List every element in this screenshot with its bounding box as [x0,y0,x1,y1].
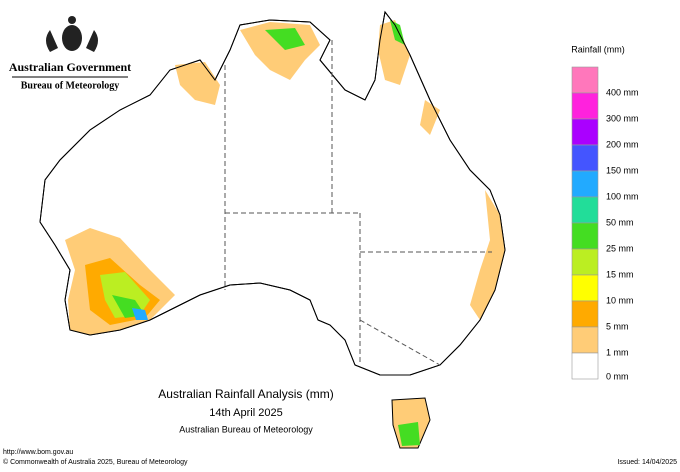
legend: 400 mm 300 mm 200 mm 150 mm 100 mm 50 mm 25 mm… [571,66,639,381]
australia-map [39,10,506,449]
copyright: © Commonwealth of Australia 2025, Bureau… [3,458,188,466]
legend-swatch [571,170,599,198]
legend-swatch [571,326,599,354]
legend-label: 1 mm [606,347,629,357]
crest [46,16,98,52]
legend-swatch [571,274,599,302]
legend-label: 15 mm [606,269,634,279]
legend-swatch [571,196,599,224]
legend-label: 200 mm [606,139,639,149]
legend-swatch [571,300,599,328]
legend-swatch [571,66,599,94]
legend-label: 400 mm [606,87,639,97]
legend-swatch [571,248,599,276]
issued: Issued: 14/04/2025 [617,459,677,466]
subtitle: Australian Bureau of Meteorology [179,424,313,434]
legend-label: 100 mm [606,191,639,201]
legend-swatch [571,118,599,146]
government: Australian Government [9,60,131,74]
legend-label: 0 mm [606,371,629,381]
url: http://www.bom.gov.au [3,449,73,456]
date: 14th April 2025 [209,407,282,419]
legend-swatch [571,92,599,120]
legend-label: 300 mm [606,113,639,123]
legend-label: 5 mm [606,321,629,331]
title: Australian Rainfall Analysis (mm) [158,387,333,401]
legend-label: 50 mm [606,217,634,227]
legend-swatch [571,352,599,380]
legend-label: 25 mm [606,243,634,253]
legend-label: 150 mm [606,165,639,175]
legend-swatch [571,222,599,250]
legend-title: Rainfall (mm) [571,44,625,54]
agency: Bureau of Meteorology [21,80,120,91]
legend-label: 10 mm [606,295,634,305]
legend-swatch [571,144,599,172]
